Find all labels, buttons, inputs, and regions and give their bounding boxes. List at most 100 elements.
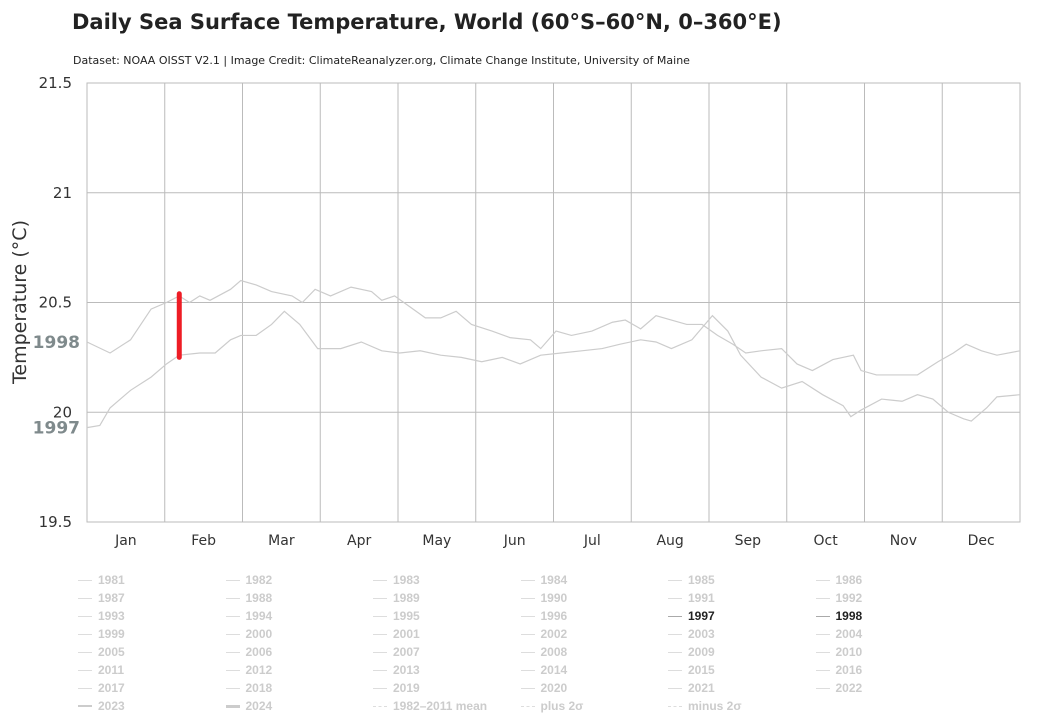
- legend-label: 1982: [245, 573, 273, 587]
- legend-label: 2001: [393, 627, 420, 641]
- legend-label: 1990: [540, 591, 568, 605]
- legend-item[interactable]: 1995: [373, 607, 521, 625]
- legend-item[interactable]: 1994: [225, 607, 374, 625]
- legend-swatch: [668, 597, 682, 599]
- legend-item[interactable]: 1982–2011 mean: [373, 697, 521, 715]
- legend-item[interactable]: 1984: [520, 571, 669, 589]
- x-tick-label: Jan: [114, 533, 137, 549]
- legend-item[interactable]: 2004: [815, 625, 964, 643]
- legend-item[interactable]: 1987: [78, 589, 226, 607]
- legend-label: 1997: [688, 609, 715, 623]
- legend-label: 1985: [688, 573, 715, 587]
- legend-swatch: [520, 705, 535, 707]
- x-tick-label: Feb: [191, 533, 216, 549]
- legend-swatch: [373, 651, 387, 653]
- legend-label: 1998: [835, 609, 863, 623]
- legend-item[interactable]: 2018: [225, 679, 374, 697]
- legend-swatch: [520, 633, 535, 635]
- chart-subtitle: Dataset: NOAA OISST V2.1 | Image Credit:…: [73, 54, 690, 67]
- legend-item[interactable]: 2006: [225, 643, 374, 661]
- legend-item[interactable]: 2012: [225, 661, 374, 679]
- legend-item[interactable]: 1998: [815, 607, 964, 625]
- legend-item[interactable]: 2011: [78, 661, 226, 679]
- legend-item[interactable]: 2017: [78, 679, 226, 697]
- legend-item[interactable]: 2009: [668, 643, 816, 661]
- legend-swatch: [668, 651, 682, 653]
- legend-item[interactable]: 1982: [225, 571, 374, 589]
- legend-swatch: [668, 687, 682, 689]
- legend-label: 2017: [98, 681, 125, 695]
- legend-item[interactable]: 1999: [78, 625, 226, 643]
- legend-item[interactable]: minus 2σ: [668, 697, 816, 715]
- legend-label: 2009: [688, 645, 715, 659]
- legend-label: 1984: [540, 573, 568, 587]
- legend-item[interactable]: 2013: [373, 661, 521, 679]
- x-tick-label: Mar: [268, 533, 295, 549]
- legend-swatch: [815, 615, 830, 617]
- y-tick-label: 20.5: [39, 294, 72, 312]
- legend-swatch: [668, 615, 682, 617]
- legend-label: 1983: [393, 573, 420, 587]
- legend-item[interactable]: 1997: [668, 607, 816, 625]
- legend-item[interactable]: 2001: [373, 625, 521, 643]
- legend-item[interactable]: 2007: [373, 643, 521, 661]
- legend-item[interactable]: 2003: [668, 625, 816, 643]
- legend-label: 1996: [540, 609, 568, 623]
- legend-item[interactable]: 1992: [815, 589, 964, 607]
- legend-swatch: [815, 669, 830, 671]
- legend-item[interactable]: 2021: [668, 679, 816, 697]
- legend-label: 2013: [393, 663, 420, 677]
- legend-label: 2008: [540, 645, 568, 659]
- legend-item[interactable]: 1988: [225, 589, 374, 607]
- legend-label: 1982–2011 mean: [393, 699, 488, 713]
- legend-item[interactable]: 1983: [373, 571, 521, 589]
- legend-swatch: [78, 687, 92, 689]
- legend-swatch: [78, 579, 92, 581]
- x-tick-label: Aug: [656, 533, 683, 549]
- series-line-1997: [86, 310, 1021, 429]
- legend-item[interactable]: 2016: [815, 661, 964, 679]
- legend-item[interactable]: 2000: [225, 625, 374, 643]
- legend-swatch: [78, 705, 92, 707]
- legend-item[interactable]: plus 2σ: [520, 697, 669, 715]
- legend-label: 1999: [98, 627, 125, 641]
- legend-label: 2014: [540, 663, 568, 677]
- legend-label: 2010: [835, 645, 863, 659]
- legend-item[interactable]: 1996: [520, 607, 669, 625]
- legend-swatch: [373, 669, 387, 671]
- legend-item[interactable]: 1990: [520, 589, 669, 607]
- legend-item[interactable]: 2008: [520, 643, 669, 661]
- legend-item[interactable]: 2024: [225, 697, 374, 715]
- legend-item[interactable]: 2015: [668, 661, 816, 679]
- legend-item[interactable]: 1985: [668, 571, 816, 589]
- y-tick-label: 21.5: [39, 74, 72, 92]
- legend-item[interactable]: 2019: [373, 679, 521, 697]
- x-tick-label: May: [422, 533, 451, 549]
- legend-item[interactable]: 1993: [78, 607, 226, 625]
- legend-item[interactable]: 1989: [373, 589, 521, 607]
- legend-swatch: [520, 597, 535, 599]
- legend-swatch: [815, 687, 830, 689]
- legend-label: 1986: [835, 573, 863, 587]
- legend-swatch: [815, 651, 830, 653]
- legend-item[interactable]: 2020: [520, 679, 669, 697]
- legend-item[interactable]: 2002: [520, 625, 669, 643]
- legend-label: 1989: [393, 591, 420, 605]
- legend-item[interactable]: 2014: [520, 661, 669, 679]
- legend-item[interactable]: 2010: [815, 643, 964, 661]
- legend-label: 2023: [98, 699, 125, 713]
- legend-item[interactable]: 2022: [815, 679, 964, 697]
- legend-swatch: [815, 579, 830, 581]
- legend-swatch: [78, 669, 92, 671]
- legend-label: 2002: [540, 627, 568, 641]
- y-tick-label: 20: [53, 403, 72, 421]
- legend-label: 2012: [245, 663, 273, 677]
- legend-swatch: [373, 615, 387, 617]
- legend-item[interactable]: 1981: [78, 571, 226, 589]
- legend-item[interactable]: 2023: [78, 697, 226, 715]
- legend: 1981 1982 1983 1984 1985 1986 1987 1988 1989 1990…: [78, 571, 963, 715]
- legend-item[interactable]: 1986: [815, 571, 964, 589]
- legend-item[interactable]: 2005: [78, 643, 226, 661]
- legend-item[interactable]: 1991: [668, 589, 816, 607]
- legend-label: 2020: [540, 681, 568, 695]
